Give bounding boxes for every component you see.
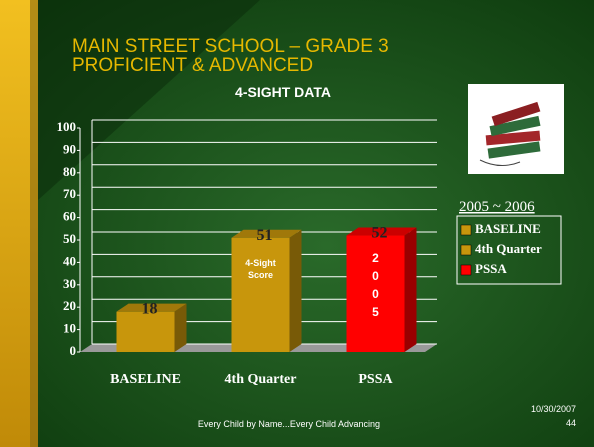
bar — [116, 311, 175, 352]
shadow — [38, 0, 260, 200]
date: 10/30/2007 — [531, 404, 576, 414]
y-tick-label: 80 — [63, 164, 76, 179]
bar-top — [231, 229, 302, 238]
y-tick-label: 0 — [70, 343, 77, 358]
value-label: 52 — [372, 225, 388, 242]
legend-label: BASELINE — [475, 221, 541, 236]
y-tick-label: 50 — [63, 231, 76, 246]
value-label: 51 — [257, 227, 273, 244]
x-tick-label: PSSA — [358, 372, 393, 387]
chart-title: 4-SIGHT DATA — [235, 84, 331, 100]
page-number: 44 — [566, 418, 576, 428]
value-label: 18 — [142, 301, 158, 318]
bar-top — [116, 303, 187, 312]
y-tick-label: 30 — [63, 276, 76, 291]
y-tick-label: 40 — [63, 253, 76, 268]
stripe-edge — [30, 0, 38, 447]
slide-title: MAIN STREET SCHOOL – GRADE 3 — [72, 36, 389, 57]
books-clipart — [468, 84, 564, 174]
bar-top — [346, 227, 417, 236]
legend-swatch — [460, 244, 472, 256]
bar-side — [289, 229, 302, 352]
bar — [346, 235, 405, 352]
slide-title: PROFICIENT & ADVANCED — [72, 55, 313, 76]
x-tick-label: BASELINE — [110, 372, 181, 387]
bar-annotation: 4-Sight Score — [245, 258, 276, 280]
legend-box — [456, 215, 562, 285]
bar — [231, 237, 290, 352]
y-tick-label: 60 — [63, 209, 76, 224]
bar-side — [174, 303, 187, 352]
y-tick-label: 70 — [63, 186, 76, 201]
x-tick-label: 4th Quarter — [225, 372, 297, 387]
y-tick-label: 100 — [57, 119, 77, 134]
legend-label: PSSA — [475, 261, 507, 276]
legend-title: 2005 ~ 2006 — [459, 199, 535, 215]
legend-swatch — [460, 224, 472, 236]
legend-label: 4th Quarter — [475, 241, 542, 256]
legend-swatch — [460, 264, 472, 276]
bar-side — [404, 227, 417, 352]
y-tick-label: 90 — [63, 141, 76, 156]
y-tick-label: 20 — [63, 298, 76, 313]
footer: Every Child by Name...Every Child Advanc… — [198, 419, 380, 429]
y-tick-label: 10 — [63, 321, 76, 336]
